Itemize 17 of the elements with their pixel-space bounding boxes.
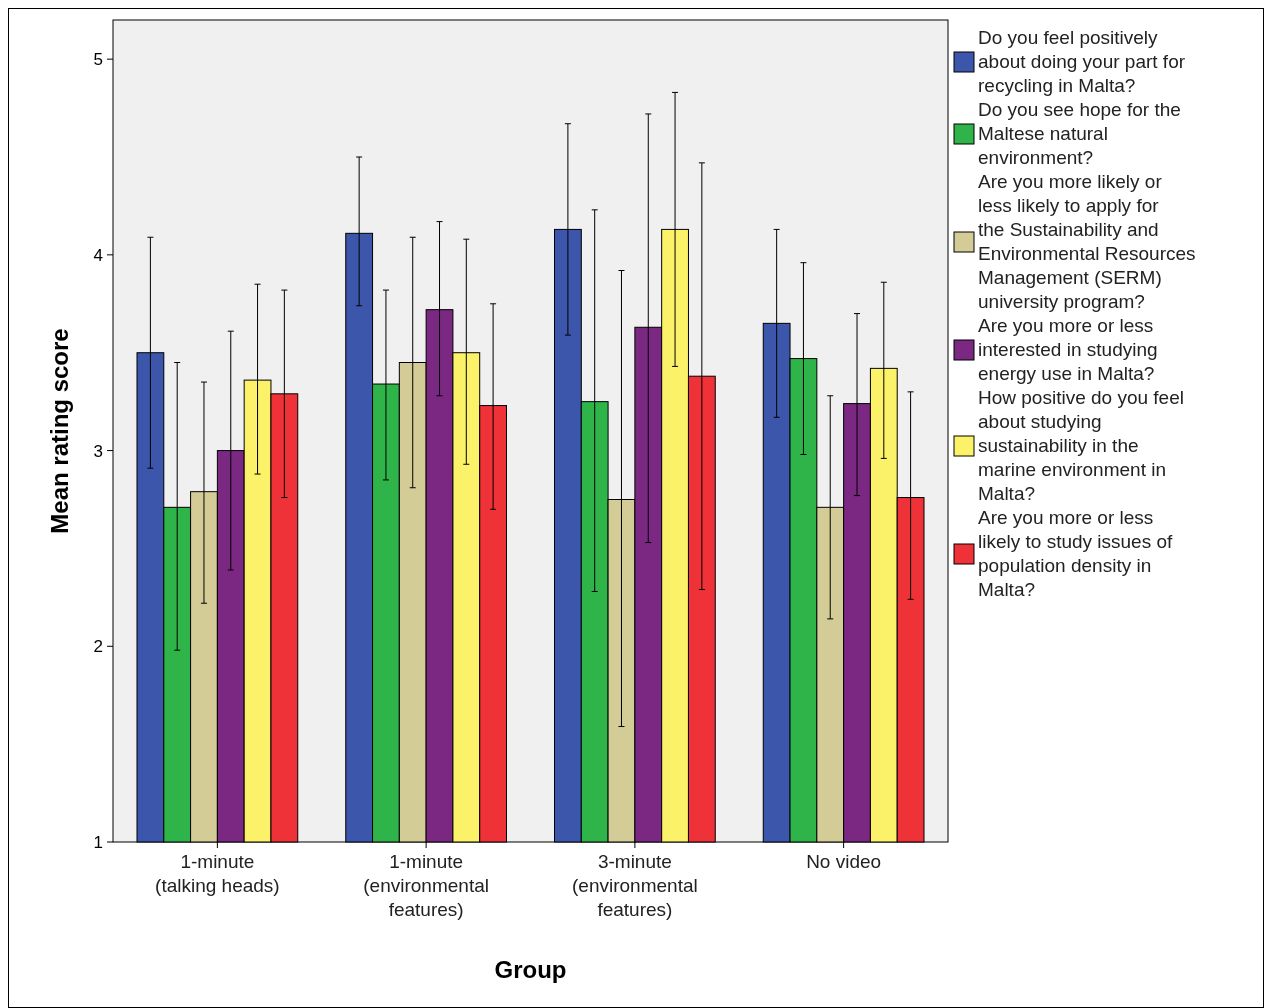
y-tick-label: 1: [93, 832, 103, 852]
legend-label: Do you feel positively about doing your part for recycling in Malta?: [978, 27, 1186, 96]
legend-label: Are you more or less likely to study issues of population density in Malta?: [978, 507, 1174, 600]
x-tick-label: No video: [806, 851, 882, 872]
legend-label: Are you more or less interested in studying energy use in Malta?: [978, 315, 1158, 384]
y-tick-label: 2: [93, 637, 103, 657]
x-tick-label: 3-minute (environmental features): [572, 851, 698, 920]
x-tick-label: 1-minute (talking heads): [155, 851, 280, 896]
y-tick-label: 4: [93, 245, 103, 265]
legend-label: How positive do you feel about studying sustainability in the marine environment in Malta?: [978, 387, 1184, 504]
x-tick-label: 1-minute (environmental features): [363, 851, 489, 920]
y-tick-label: 5: [93, 50, 103, 70]
y-tick-label: 3: [93, 441, 103, 461]
legend-label: Do you see hope for the Maltese natural environment?: [978, 99, 1181, 168]
legend-label: Are you more likely or less likely to apply for the Sustainability and Environmental Resources Management (SERM) university program?: [978, 171, 1196, 312]
y-axis-title: Mean rating score: [46, 328, 73, 534]
x-axis-title: Group: [494, 956, 567, 983]
